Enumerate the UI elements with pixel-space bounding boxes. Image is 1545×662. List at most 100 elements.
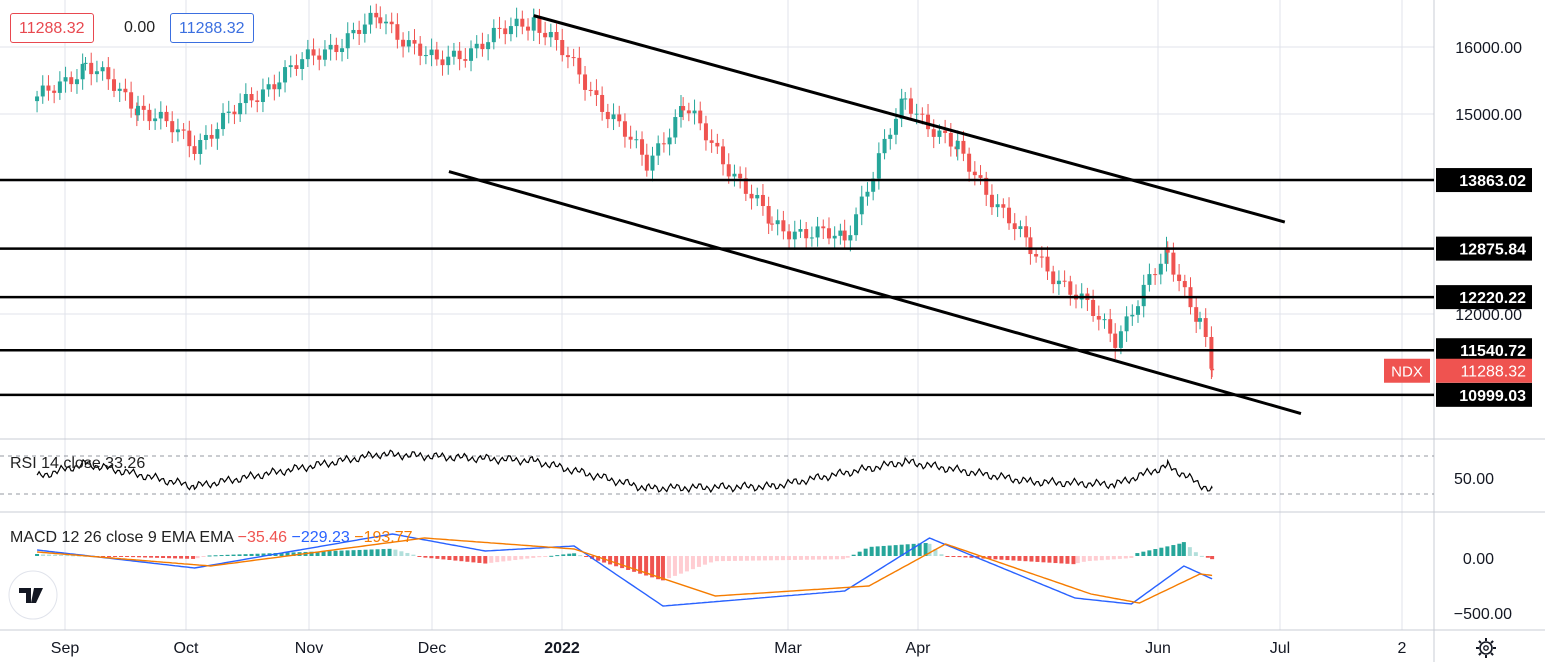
candle-body [583, 74, 588, 90]
macd-hist-bar [738, 556, 743, 561]
macd-hist-bar [1071, 556, 1076, 565]
candle-body [83, 62, 88, 64]
macd-hist-bar [1153, 549, 1158, 556]
time-tick-label: 2022 [544, 640, 580, 657]
macd-hist-bar [816, 556, 821, 560]
macd-hist-value: −35.46 [237, 529, 288, 546]
candle-body [681, 106, 686, 111]
macd-hist-bar [963, 556, 968, 558]
macd-hist-bar [261, 553, 266, 556]
macd-hist-bar [596, 556, 601, 561]
candle-body [673, 117, 678, 138]
macd-hist-bar [179, 556, 184, 559]
candle-body [368, 12, 373, 25]
macd-hist-bar [1111, 556, 1116, 560]
candle-body [401, 39, 406, 47]
candle-body [457, 50, 462, 60]
candle-body [129, 92, 134, 109]
candle-body [715, 142, 720, 147]
candle-body [838, 230, 843, 236]
macd-hist-bar [1005, 556, 1010, 561]
time-tick-label: Sep [51, 640, 80, 657]
macd-hist-bar [543, 556, 548, 557]
candle-body [215, 129, 220, 139]
macd-hist-bar [923, 543, 928, 556]
macd-hist-bar [1023, 556, 1028, 562]
macd-hist-bar [405, 552, 410, 556]
gear-icon[interactable] [1474, 636, 1498, 660]
candle-body [709, 140, 714, 143]
candle-body [451, 50, 456, 57]
rsi-value: 33.26 [105, 455, 146, 472]
candle-body [955, 140, 960, 150]
level-label-bg [1436, 168, 1532, 193]
candle-body [226, 111, 231, 113]
macd-hist-bar [71, 555, 76, 557]
candle-body [926, 114, 931, 130]
candle-body [52, 90, 57, 93]
macd-hist-bar [351, 550, 356, 556]
candle-body [345, 33, 350, 49]
macd-axis-label: −500.00 [1454, 606, 1512, 623]
macd-hist-bar [650, 556, 655, 578]
macd-hist-bar [572, 553, 577, 556]
macd-signal-value: −193.77 [354, 529, 413, 546]
macd-hist-bar [53, 554, 58, 556]
price-badge-blue: 11288.32 [170, 13, 254, 43]
macd-hist-bar [1041, 556, 1046, 563]
macd-hist-bar [447, 556, 452, 561]
candle-body [153, 118, 158, 122]
time-tick-label: Apr [906, 640, 932, 657]
macd-hist-bar [429, 556, 434, 559]
candle-body [531, 17, 536, 20]
candle-body [903, 98, 908, 100]
macd-hist-bar [213, 555, 218, 557]
macd-legend[interactable]: MACD 12 26 close 9 EMA EMA −35.46 −229.2… [10, 529, 413, 547]
macd-hist-bar [549, 555, 554, 557]
candle-body [848, 235, 853, 241]
candle-body [826, 228, 831, 239]
macd-hist-bar [125, 556, 130, 557]
candle-body [46, 85, 51, 91]
time-tick-label: Mar [774, 640, 802, 657]
macd-hist-bar [684, 556, 689, 572]
macd-hist-bar [656, 556, 661, 580]
candle-body [362, 24, 367, 34]
macd-hist-bar [893, 545, 898, 556]
rsi-legend[interactable]: RSI 14 close 33.26 [10, 455, 145, 473]
candle-body [809, 237, 814, 239]
channel-lower-line [448, 170, 1302, 415]
macd-hist-bar [638, 556, 643, 574]
macd-hist-bar [762, 556, 767, 561]
macd-hist-bar [345, 550, 350, 556]
macd-hist-bar [195, 556, 200, 559]
macd-hist-bar [863, 548, 868, 556]
candle-body [961, 140, 966, 154]
candle-body [876, 153, 881, 179]
macd-hist-bar [881, 545, 886, 556]
candle-body [821, 226, 826, 229]
macd-hist-bar [1210, 556, 1215, 560]
candle-body [842, 230, 847, 241]
candle-body [412, 40, 417, 44]
candle-body [577, 57, 582, 75]
candle-body [787, 231, 792, 240]
candle-body [1158, 263, 1163, 275]
candle-body [378, 17, 383, 24]
macd-hist-bar [315, 551, 320, 556]
level-label-bg [1436, 382, 1532, 407]
macd-hist-bar [750, 556, 755, 561]
macd-hist-bar [489, 556, 494, 563]
candle-body [882, 138, 887, 154]
macd-hist-bar [47, 554, 52, 556]
candle-body [1108, 319, 1113, 334]
macd-hist-bar [1087, 556, 1092, 562]
symbol-badge: NDX [1391, 364, 1423, 381]
macd-hist-bar [1187, 547, 1192, 556]
macd-hist-bar [1053, 556, 1058, 564]
macd-hist-bar [279, 552, 284, 556]
macd-hist-bar [525, 556, 530, 559]
candle-body [170, 121, 175, 133]
macd-hist-bar [957, 556, 962, 558]
